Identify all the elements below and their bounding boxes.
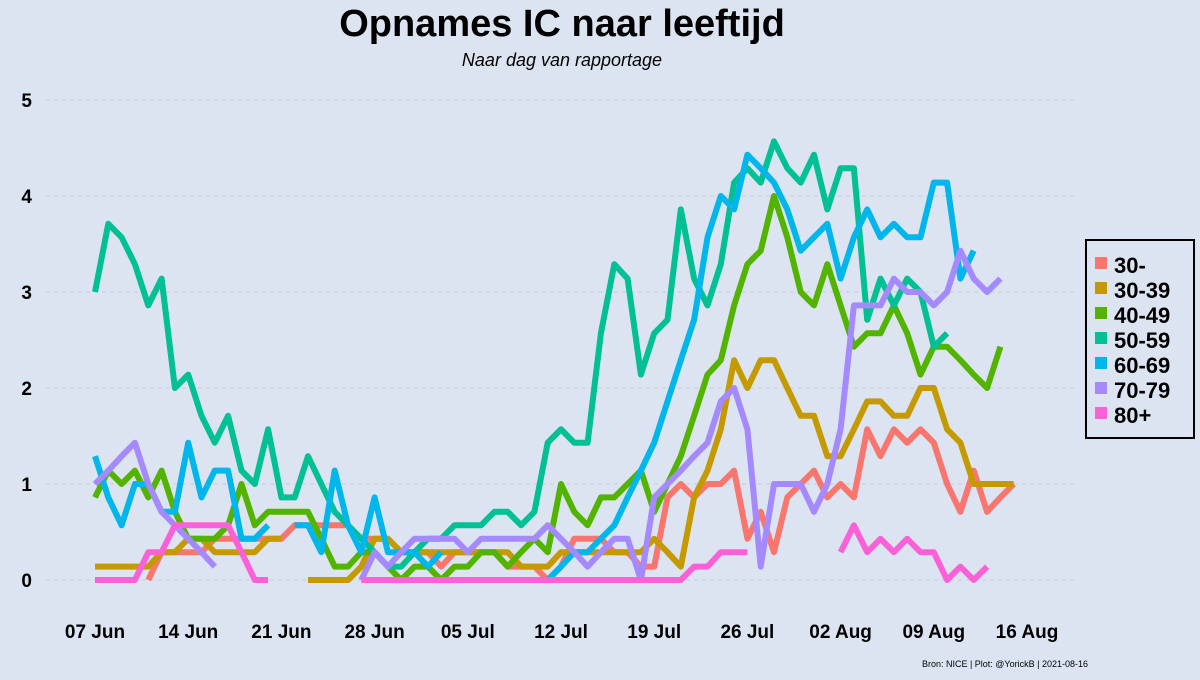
series-line-60-69-segment-1 [92,439,271,542]
legend-key-60-69 [1095,357,1107,369]
x-tick-label: 21 Jun [251,622,311,643]
chart-title: Opnames IC naar leeftijd [339,3,785,45]
legend-key-80 [1095,407,1107,419]
x-tick-label: 28 Jun [344,622,404,643]
x-tick-label: 07 Jun [65,622,125,643]
legend-key-50-59 [1095,332,1107,344]
x-tick-label: 19 Jul [627,622,681,643]
legend-label-70-79: 70-79 [1114,378,1170,403]
legend-label-60-69: 60-69 [1114,353,1170,378]
series-lines [92,138,1016,583]
x-tick-label: 16 Aug [996,622,1059,643]
y-tick-label: 0 [21,571,32,592]
y-tick-label: 1 [21,475,32,496]
y-tick-label: 2 [21,379,32,400]
series-line-80-segment-1 [95,522,269,583]
series-line-60-69-segment-3 [545,151,977,583]
y-tick-label: 3 [21,283,32,304]
series-line-60-69-segment-2 [294,467,444,570]
y-axis-ticks: 0 1 2 3 4 5 [21,91,32,592]
legend-key-70-79 [1095,382,1107,394]
y-tick-label: 4 [21,187,32,208]
x-axis-ticks: 07 Jun 14 Jun 21 Jun 28 Jun 05 Jul 12 Jul 19 J… [65,622,1058,643]
legend-label-80: 80+ [1114,403,1151,428]
series-line-80-segment-3 [837,522,990,583]
x-tick-label: 02 Aug [809,622,872,643]
legend-label-30-39: 30-39 [1114,278,1170,303]
series-60-69 [92,151,977,583]
series-80 [95,522,990,583]
x-tick-label: 12 Jul [534,622,588,643]
legend-key-30-39 [1095,282,1107,294]
series-50-59 [92,138,950,570]
chart-subtitle: Naar dag van rapportage [462,50,662,70]
legend-label-40-49: 40-49 [1114,303,1170,328]
series-line-30-segment-1 [145,426,1016,583]
series-line-50-59-segment-1 [92,138,950,570]
series-line-70-79-segment-2 [358,247,1003,583]
chart-caption: Bron: NICE | Plot: @YorickB | 2021-08-16 [922,659,1088,669]
legend-key-30 [1095,257,1107,269]
x-tick-label: 09 Aug [902,622,965,643]
series-70-79 [92,247,1003,583]
x-tick-label: 26 Jul [720,622,774,643]
legend-key-40-49 [1095,307,1107,319]
series-line-30-39-segment-2 [308,357,1014,583]
x-tick-label: 05 Jul [441,622,495,643]
series-30 [145,426,1016,583]
legend-label-30: 30- [1114,253,1146,278]
y-tick-label: 5 [21,91,32,112]
x-tick-label: 14 Jun [158,622,218,643]
series-line-70-79-segment-1 [92,439,218,569]
series-line-80-segment-2 [361,549,748,583]
legend-label-50-59: 50-59 [1114,328,1170,353]
